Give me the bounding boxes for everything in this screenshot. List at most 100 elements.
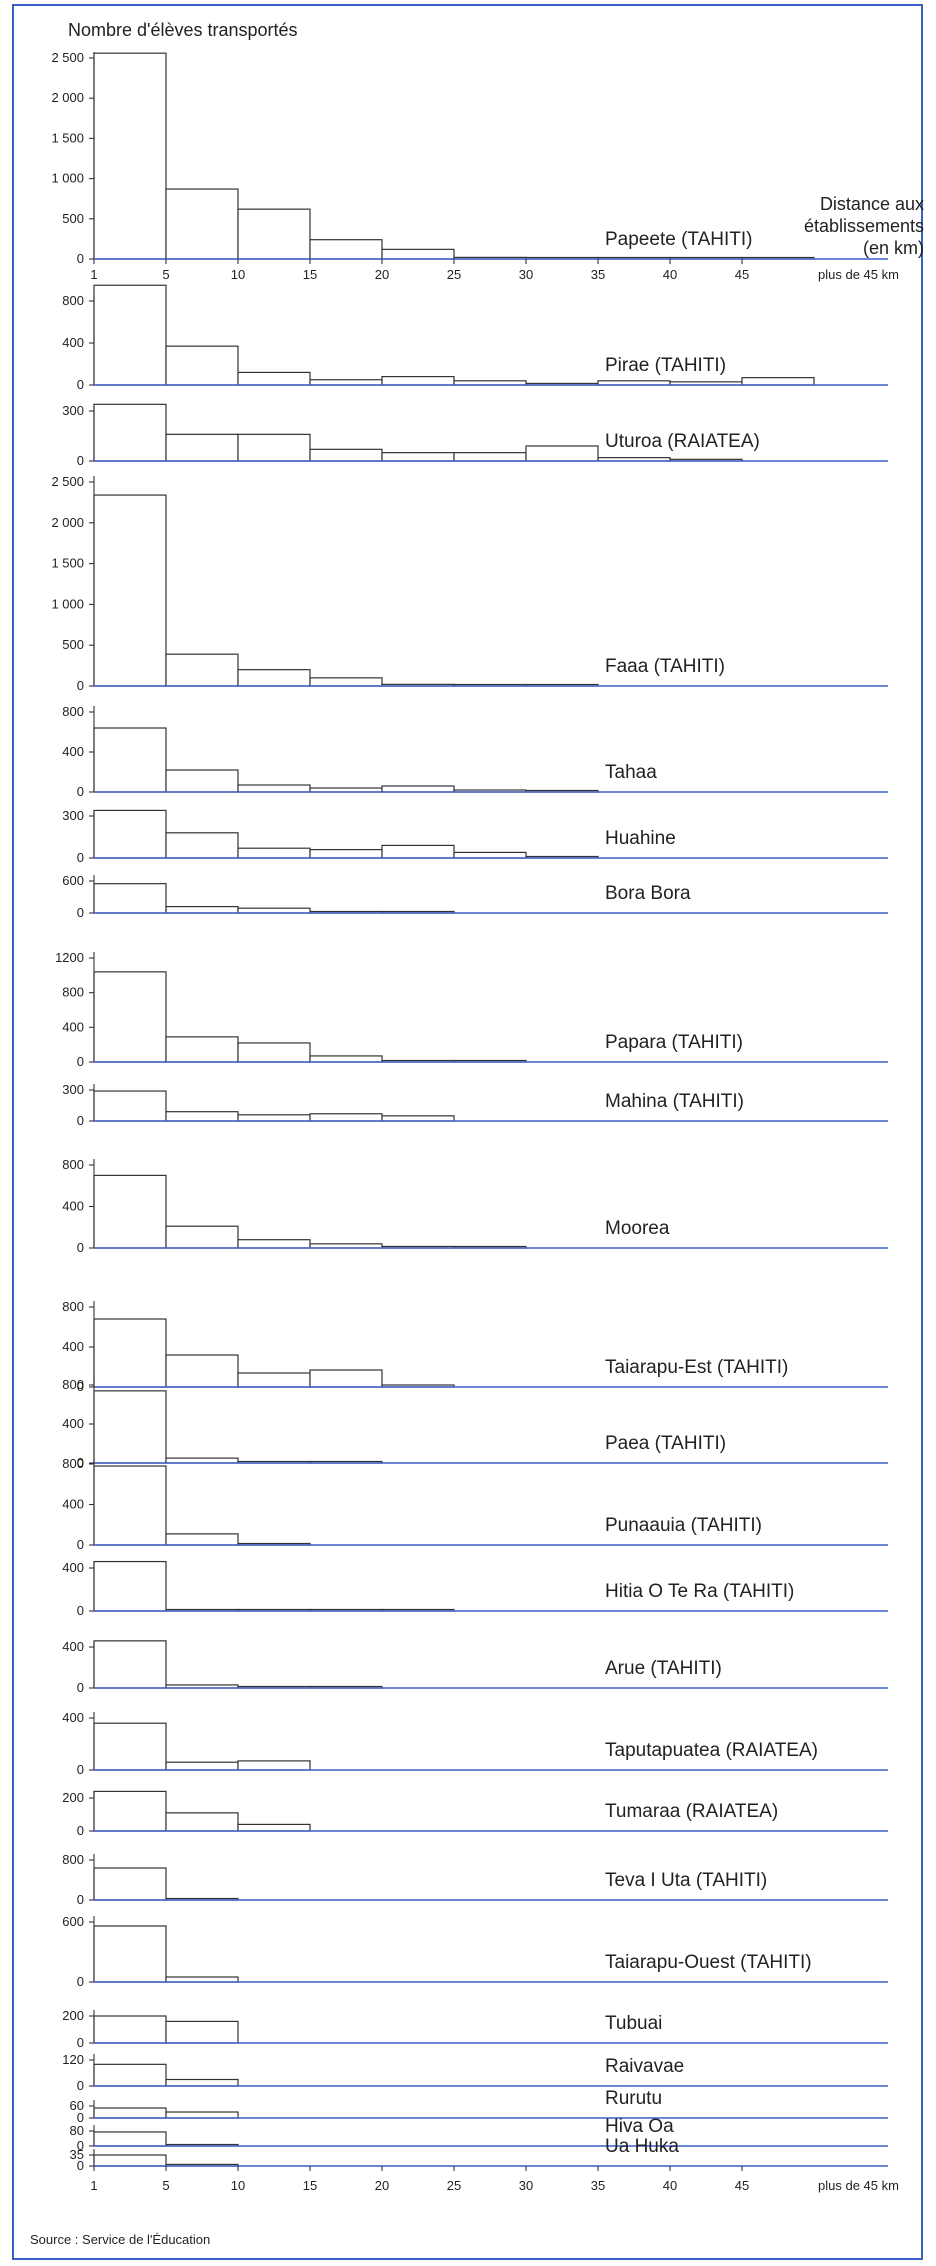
panel-taiarapu-ouest-tahiti: 600 0 Taiarapu-Ouest (TAHITI) (62, 1914, 888, 1989)
panel-punaauia-tahiti: 800 400 0 Punaauia (TAHITI) (62, 1456, 888, 1552)
y-tick-label-paea-tahiti-1: 400 (62, 1416, 84, 1431)
x-tick-label-top-1: 5 (162, 267, 169, 282)
x-tick-label-bottom-8: 40 (663, 2178, 677, 2193)
bar-pirae-tahiti-1 (93, 284, 167, 386)
panel-bora-bora: 600 0 Bora Bora (62, 873, 888, 920)
panel-label-taiarapu-est-tahiti: Taiarapu-Est (TAHITI) (605, 1357, 788, 1378)
panel-moorea: 800 400 0 Moorea (62, 1157, 888, 1255)
bar-taiarapu-est-tahiti-2 (165, 1354, 239, 1388)
x-tick-label-bottom-3: 15 (303, 2178, 317, 2193)
y-tick-label-hitia-o-te-ra-tahiti-1: 0 (77, 1603, 84, 1618)
panel-label-paea-tahiti: Paea (TAHITI) (605, 1433, 726, 1454)
chart-title: Nombre d'élèves transportés (68, 20, 298, 40)
y-tick-label-tahaa-1: 400 (62, 744, 84, 759)
panel-paea-tahiti: 800 400 0 Paea (TAHITI) (62, 1377, 888, 1470)
panel-label-rurutu: Rurutu (605, 2088, 662, 2109)
x-axis-label-line-1: Distance aux (820, 194, 924, 214)
bar-tubuai-1 (93, 2015, 167, 2044)
x-tick-label-top-3: 15 (303, 267, 317, 282)
bar-mahina-tahiti-4 (309, 1113, 383, 1122)
y-tick-label-tahaa-2: 0 (77, 784, 84, 799)
bar-moorea-2 (165, 1225, 239, 1249)
y-tick-label-taputapuatea-raiatea-1: 0 (77, 1762, 84, 1777)
panel-tumaraa-raiatea: 200 0 Tumaraa (RAIATEA) (62, 1790, 888, 1838)
bar-mahina-tahiti-1 (93, 1090, 167, 1122)
y-tick-label-huahine-1: 0 (77, 850, 84, 865)
y-tick-label-papeete-tahiti-4: 500 (62, 211, 84, 226)
bar-taputapuatea-raiatea-1 (93, 1722, 167, 1771)
y-tick-label-paea-tahiti-2: 0 (77, 1455, 84, 1470)
bar-papeete-tahiti-5 (381, 248, 455, 260)
bar-tahaa-3 (237, 784, 311, 793)
y-tick-label-pirae-tahiti-0: 800 (62, 293, 84, 308)
y-tick-label-punaauia-tahiti-2: 0 (77, 1537, 84, 1552)
panel-label-papara-tahiti: Papara (TAHITI) (605, 1032, 743, 1053)
bar-taiarapu-est-tahiti-4 (309, 1369, 383, 1388)
panel-label-faaa-tahiti: Faaa (TAHITI) (605, 656, 725, 677)
bar-pirae-tahiti-5 (381, 376, 455, 386)
y-tick-label-faaa-tahiti-4: 500 (62, 637, 84, 652)
y-tick-label-papeete-tahiti-2: 1 500 (51, 130, 84, 145)
x-tick-label-bottom-5: 25 (447, 2178, 461, 2193)
x-tick-label-top-2: 10 (231, 267, 245, 282)
bar-uturoa-raiatea-5 (381, 452, 455, 462)
panel-label-ua-huka: Ua Huka (605, 2136, 679, 2157)
panel-label-taputapuatea-raiatea: Taputapuatea (RAIATEA) (605, 1740, 818, 1761)
bar-faaa-tahiti-3 (237, 669, 311, 687)
bar-pirae-tahiti-2 (165, 345, 239, 386)
y-tick-label-papara-tahiti-2: 400 (62, 1019, 84, 1034)
panel-label-hitia-o-te-ra-tahiti: Hitia O Te Ra (TAHITI) (605, 1581, 794, 1602)
y-tick-label-hiva-oa-1: 0 (77, 2138, 84, 2153)
y-tick-label-mahina-tahiti-0: 300 (62, 1082, 84, 1097)
y-tick-label-punaauia-tahiti-1: 400 (62, 1497, 84, 1512)
panel-arue-tahiti: 400 0 Arue (TAHITI) (62, 1639, 888, 1695)
bar-uturoa-raiatea-6 (453, 452, 527, 462)
bar-rurutu-2 (165, 2111, 239, 2119)
x-axis-label-line-2: établissements (804, 216, 924, 236)
bar-papara-tahiti-4 (309, 1055, 383, 1063)
x-tick-label-top-4: 20 (375, 267, 389, 282)
y-tick-label-teva-i-uta-tahiti-0: 800 (62, 1852, 84, 1867)
y-tick-label-raivavae-0: 120 (62, 2052, 84, 2067)
x-tick-label-bottom-4: 20 (375, 2178, 389, 2193)
bar-papeete-tahiti-3 (237, 208, 311, 260)
y-tick-label-rurutu-0: 60 (70, 2098, 84, 2113)
y-tick-label-faaa-tahiti-5: 0 (77, 678, 84, 693)
bar-uturoa-raiatea-7 (525, 445, 599, 462)
y-tick-label-papeete-tahiti-0: 2 500 (51, 50, 84, 65)
y-tick-label-taputapuatea-raiatea-0: 400 (62, 1710, 84, 1725)
y-tick-label-tahaa-0: 800 (62, 704, 84, 719)
panel-hiva-oa: 800 Hiva Oa (70, 2116, 888, 2153)
bar-raivavae-1 (93, 2063, 167, 2087)
bar-taiarapu-ouest-tahiti-1 (93, 1925, 167, 1983)
y-tick-label-bora-bora-0: 600 (62, 873, 84, 888)
y-tick-label-mahina-tahiti-1: 0 (77, 1113, 84, 1128)
panel-rurutu: 600 Rurutu (70, 2088, 888, 2125)
y-tick-label-taiarapu-est-tahiti-2: 0 (77, 1379, 84, 1394)
y-tick-label-teva-i-uta-tahiti-1: 0 (77, 1892, 84, 1907)
y-tick-label-hiva-oa-0: 80 (70, 2123, 84, 2138)
bar-uturoa-raiatea-4 (309, 448, 383, 462)
x-axis-bottom: 1 5 10 15 20 25 30 35 40 45 plus de 45 km (90, 2166, 899, 2193)
bar-ua-huka-1 (93, 2154, 167, 2167)
bar-tahaa-2 (165, 769, 239, 793)
bar-uturoa-raiatea-2 (165, 433, 239, 462)
x-tick-label-top-5: 25 (447, 267, 461, 282)
y-tick-label-taiarapu-ouest-tahiti-1: 0 (77, 1974, 84, 1989)
bar-huahine-2 (165, 832, 239, 859)
y-tick-label-ua-huka-0: 35 (70, 2147, 84, 2162)
y-tick-label-tubuai-1: 0 (77, 2035, 84, 2050)
bar-huahine-6 (453, 851, 527, 859)
y-tick-label-moorea-2: 0 (77, 1240, 84, 1255)
bar-raivavae-2 (165, 2078, 239, 2087)
panel-label-punaauia-tahiti: Punaauia (TAHITI) (605, 1515, 762, 1536)
y-tick-label-papara-tahiti-3: 0 (77, 1054, 84, 1069)
bar-papara-tahiti-1 (93, 971, 167, 1063)
x-tick-label-top-0: 1 (90, 267, 97, 282)
y-tick-label-moorea-1: 400 (62, 1199, 84, 1214)
y-tick-label-papeete-tahiti-1: 2 000 (51, 90, 84, 105)
bar-tumaraa-raiatea-3 (237, 1823, 311, 1832)
bar-faaa-tahiti-2 (165, 653, 239, 687)
panel-hitia-o-te-ra-tahiti: 400 0 Hitia O Te Ra (TAHITI) (62, 1560, 888, 1618)
